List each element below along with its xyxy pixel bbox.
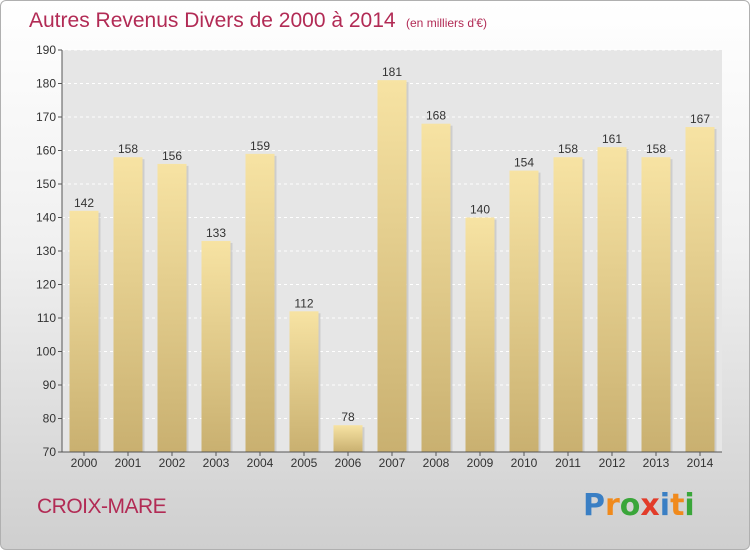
bar [509, 170, 539, 452]
y-tick-label: 130 [36, 244, 56, 258]
bar-value-label: 156 [162, 149, 182, 163]
y-tick-label: 70 [43, 445, 57, 459]
bar [69, 210, 99, 452]
chart-title-main: Autres Revenus Divers de 2000 à 2014 [29, 9, 396, 32]
bar [333, 425, 363, 452]
bar [245, 153, 275, 452]
x-tick-label: 2009 [467, 456, 494, 470]
bar [157, 163, 187, 452]
logo-letter: o [619, 488, 641, 523]
y-tick-label: 170 [36, 110, 56, 124]
bar-value-label: 168 [426, 109, 446, 123]
logo-letter: r [605, 488, 620, 523]
bar-value-label: 167 [690, 112, 710, 126]
bar-value-label: 161 [602, 132, 622, 146]
bar [597, 147, 627, 452]
bar [113, 157, 143, 452]
bar-value-label: 158 [118, 142, 138, 156]
bar-value-label: 112 [294, 296, 313, 310]
bar [377, 80, 407, 453]
x-tick-label: 2001 [115, 456, 142, 470]
x-tick-label: 2004 [247, 456, 274, 470]
x-tick-label: 2012 [599, 456, 626, 470]
logo-letter: i [659, 488, 671, 523]
bar [553, 157, 583, 452]
x-tick-label: 2006 [335, 456, 362, 470]
logo-letter: t [670, 488, 685, 523]
bar-value-label: 159 [250, 139, 270, 153]
bar [641, 157, 671, 452]
x-tick-label: 2007 [379, 456, 406, 470]
x-tick-label: 2002 [159, 456, 186, 470]
x-tick-label: 2014 [687, 456, 714, 470]
x-tick-label: 2008 [423, 456, 450, 470]
place-name: CROIX-MARE [37, 495, 167, 518]
bar [421, 123, 451, 452]
y-tick-label: 160 [36, 144, 56, 158]
y-tick-label: 120 [36, 278, 56, 292]
y-tick-label: 180 [36, 77, 56, 91]
proxiti-logo: Proxiti [583, 488, 695, 523]
y-tick-label: 80 [43, 412, 57, 426]
chart-title-unit: (en milliers d'€) [406, 16, 487, 30]
y-tick-label: 190 [36, 43, 56, 57]
bar-value-label: 154 [514, 156, 534, 170]
bar [289, 311, 319, 452]
y-tick-label: 110 [37, 311, 56, 325]
bar-value-label: 140 [470, 203, 490, 217]
bar [201, 240, 231, 452]
axes: 70 80 90 100 110 120 130 140 150 160 170 180 190 2000… [36, 43, 722, 470]
bar-value-label: 78 [341, 410, 355, 424]
bar-value-label: 158 [646, 142, 666, 156]
bar [465, 217, 495, 452]
x-tick-label: 2011 [555, 456, 581, 470]
bar-value-label: 158 [558, 142, 578, 156]
bar-value-label: 181 [382, 65, 402, 79]
x-tick-label: 2003 [203, 456, 230, 470]
x-tick-label: 2005 [291, 456, 318, 470]
x-tick-label: 2013 [643, 456, 670, 470]
x-tick-label: 2000 [71, 456, 98, 470]
bar-value-label: 142 [74, 196, 94, 210]
logo-letter: P [583, 488, 605, 523]
x-tick-label: 2010 [511, 456, 538, 470]
y-tick-label: 100 [36, 345, 56, 359]
logo-letter: x [640, 488, 660, 523]
y-tick-label: 150 [36, 177, 56, 191]
bar [685, 127, 715, 453]
y-tick-label: 90 [43, 378, 57, 392]
bar-value-label: 133 [206, 226, 226, 240]
chart-title: Autres Revenus Divers de 2000 à 2014 (en… [29, 9, 487, 33]
logo-letter: i [684, 488, 695, 523]
y-tick-label: 140 [36, 211, 56, 225]
bars: 142 158 156 133 159 112 78 181 168 140 154 158 161 15… [69, 65, 717, 453]
